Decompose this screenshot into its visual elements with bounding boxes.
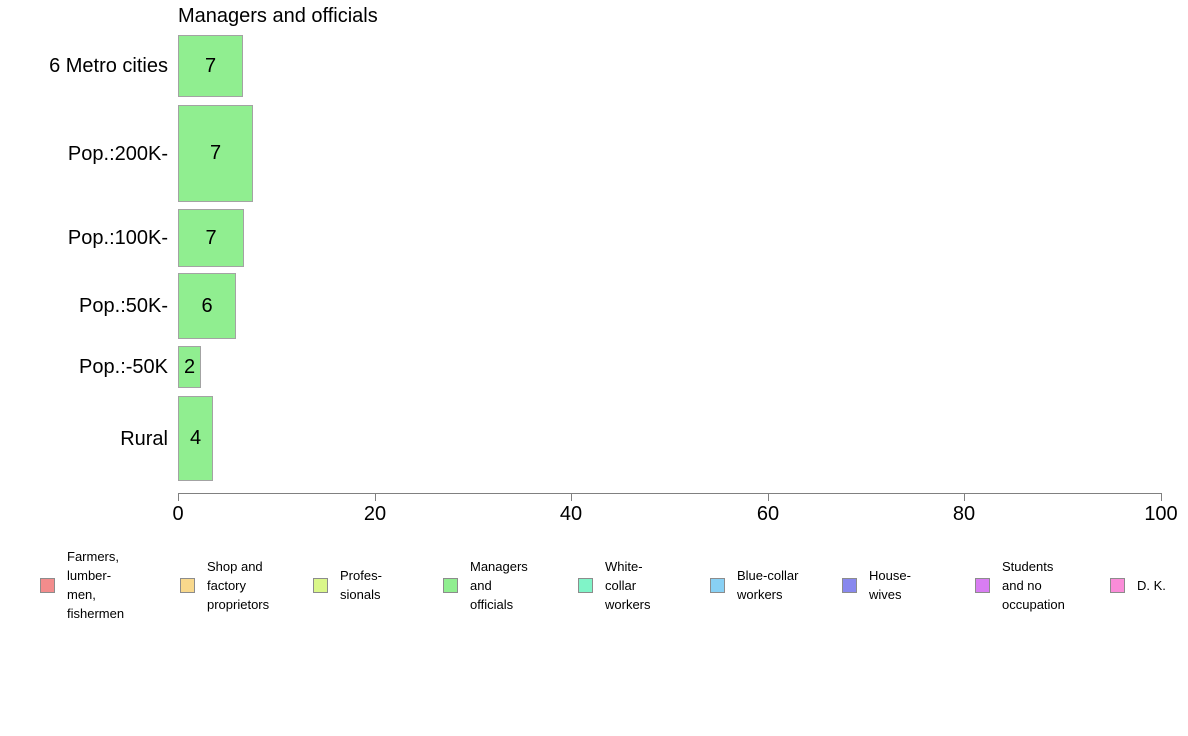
professionals-label: Profes- sionals — [340, 568, 382, 602]
x-axis-tick-label: 80 — [952, 503, 976, 525]
bar-4: 2 — [178, 346, 201, 388]
x-axis-line — [178, 493, 1162, 494]
category-label: Pop.:-50K — [79, 356, 168, 378]
x-axis-tick — [1161, 494, 1162, 501]
managers-and-officials-label: Managers and officials — [470, 558, 528, 612]
x-axis-tick — [768, 494, 769, 501]
x-axis-tick-label: 0 — [172, 503, 184, 525]
farmers-lumbermen-fishermen-swatch — [40, 578, 55, 593]
white-collar-workers-label: White- collar workers — [605, 558, 651, 612]
bar-value-label: 2 — [183, 355, 196, 378]
bar-value-label: 4 — [189, 427, 202, 449]
x-axis-tick-label: 40 — [559, 503, 583, 525]
bar-value-label: 7 — [205, 226, 217, 249]
blue-collar-workers-swatch — [710, 578, 725, 593]
shop-and-factory-proprietors-label: Shop and factory proprietors — [207, 558, 270, 612]
bar-2: 7 — [178, 209, 244, 267]
x-axis-tick-label: 100 — [1144, 503, 1178, 525]
bar-3: 6 — [178, 273, 236, 339]
shop-and-factory-proprietors-swatch — [180, 578, 195, 593]
blue-collar-workers-label: Blue-collar workers — [737, 568, 799, 602]
d-k-label: D. K. — [1137, 577, 1166, 593]
farmers-lumbermen-fishermen-label: Farmers, lumber- men, fishermen — [67, 549, 125, 621]
bar-1: 7 — [178, 105, 253, 202]
x-axis-tick-label: 60 — [756, 503, 780, 525]
bar-value-label: 6 — [201, 294, 213, 317]
bar-5: 4 — [178, 396, 213, 481]
students-and-no-occupation-swatch — [975, 578, 990, 593]
d-k-swatch — [1110, 578, 1125, 593]
category-label: Pop.:200K- — [67, 142, 168, 165]
category-label: Rural — [120, 427, 168, 450]
students-and-no-occupation-label: Students and no occupation — [1002, 558, 1065, 612]
x-axis-tick — [375, 494, 376, 501]
category-label: Pop.:100K- — [67, 227, 168, 249]
housewives-label: House- wives — [869, 568, 911, 602]
chart-title: Managers and officials — [178, 5, 378, 27]
bar-value-label: 7 — [209, 142, 222, 164]
x-axis-tick-label: 20 — [363, 503, 387, 525]
professionals-swatch — [313, 578, 328, 593]
housewives-swatch — [842, 578, 857, 593]
category-label: 6 Metro cities — [49, 55, 168, 77]
category-label: Pop.:50K- — [79, 295, 168, 317]
bar-0: 7 — [178, 35, 243, 97]
x-axis-tick — [571, 494, 572, 501]
white-collar-workers-swatch — [578, 578, 593, 593]
bar-value-label: 7 — [204, 54, 217, 77]
managers-and-officials-swatch — [443, 578, 458, 593]
x-axis-tick — [964, 494, 965, 501]
x-axis-tick — [178, 494, 179, 501]
